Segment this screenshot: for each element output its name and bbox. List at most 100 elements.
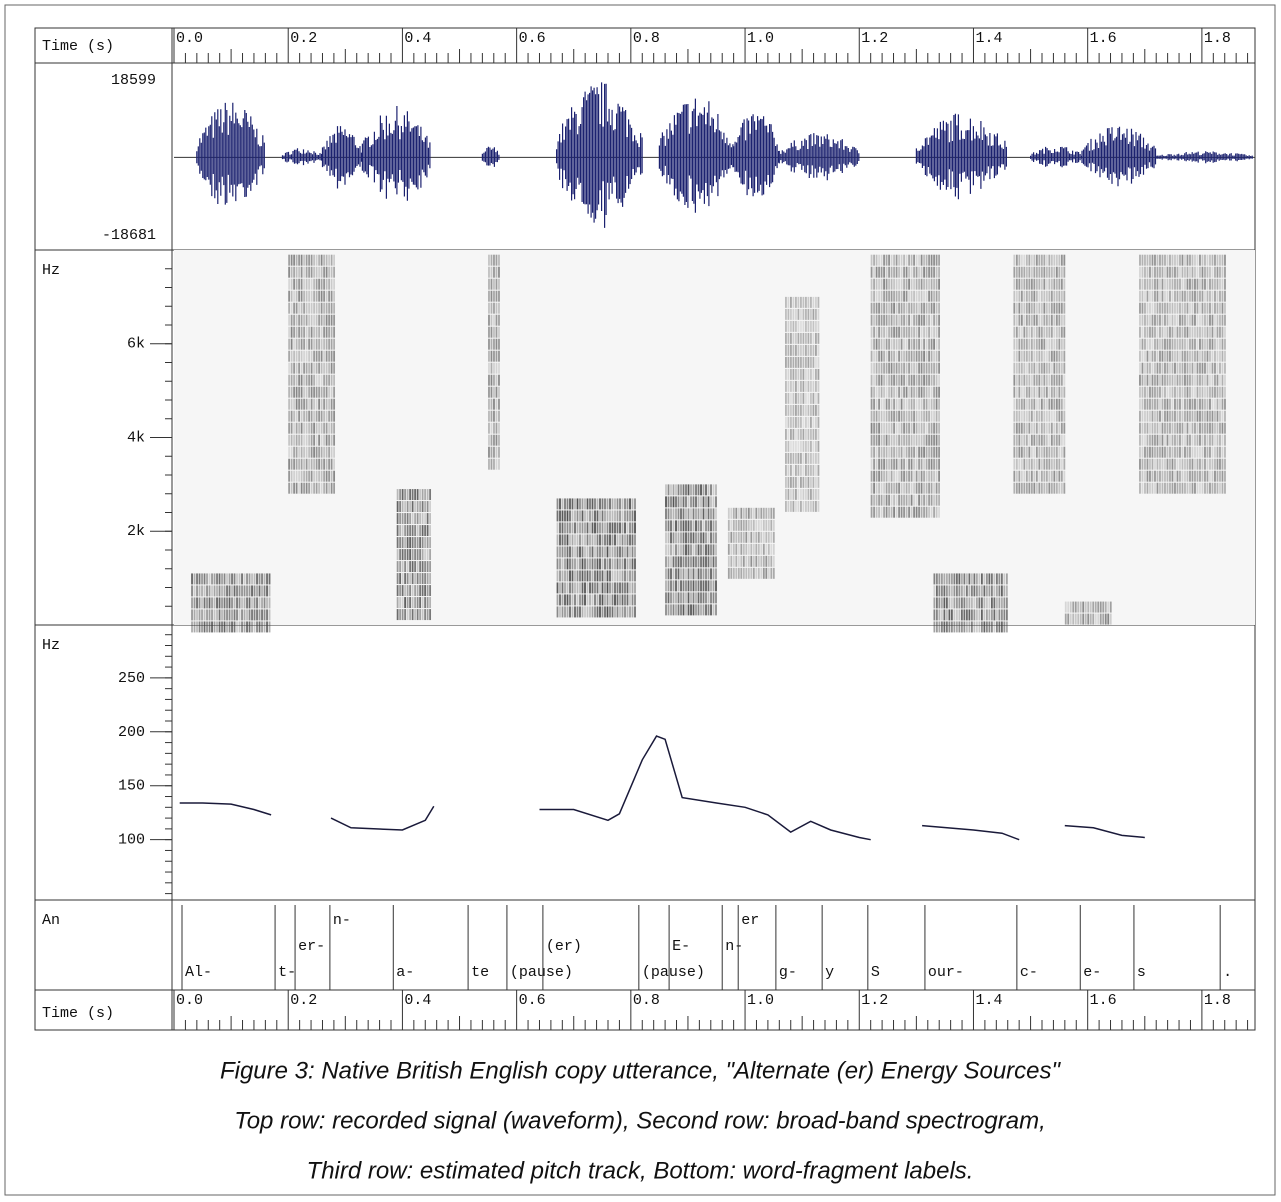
- spectrogram-cell: [308, 303, 310, 314]
- spectrogram-cell: [675, 544, 677, 555]
- spectrogram-cell: [316, 447, 318, 458]
- spectrogram-cell: [1038, 255, 1040, 266]
- spectrogram-cell: [592, 510, 594, 521]
- spectrogram-cell: [231, 597, 233, 608]
- spectrogram-cell: [567, 546, 569, 557]
- spectrogram-cell: [933, 387, 935, 398]
- spectrogram-cell: [1162, 387, 1164, 398]
- spectrogram-cell: [412, 537, 414, 548]
- spectrogram-cell: [1192, 279, 1194, 290]
- spectrogram-cell: [758, 508, 760, 519]
- spectrogram-cell: [1046, 339, 1048, 350]
- spectrogram-cell: [923, 387, 925, 398]
- spectrogram-cell: [296, 315, 298, 326]
- spectrogram-cell: [579, 570, 581, 581]
- spectrogram-cell: [788, 345, 790, 356]
- spectrogram-cell: [301, 471, 303, 482]
- spectrogram-cell: [1157, 267, 1159, 278]
- spectrogram-cell: [903, 483, 905, 494]
- spectrogram-cell: [698, 592, 700, 603]
- spectrogram-cell: [1038, 375, 1040, 386]
- spectrogram-cell: [246, 609, 248, 620]
- spectrogram-cell: [1222, 351, 1224, 362]
- spectrogram-cell: [1077, 602, 1079, 613]
- spectrogram-cell: [1056, 291, 1058, 302]
- spectrogram-cell: [1209, 423, 1211, 434]
- spectrogram-cell: [311, 411, 313, 422]
- spectrogram-cell: [1192, 327, 1194, 338]
- spectrogram-cell: [700, 556, 702, 567]
- spectrogram-cell: [328, 267, 330, 278]
- spectrogram-cell: [758, 532, 760, 543]
- spectrogram-cell: [1031, 315, 1033, 326]
- spectrogram-cell: [1041, 351, 1043, 362]
- spectrogram-cell: [288, 447, 290, 458]
- spectrogram-cell: [896, 495, 898, 506]
- spectrogram-cell: [1058, 315, 1060, 326]
- segment-label: Al-: [185, 964, 212, 981]
- spectrogram-cell: [1219, 399, 1221, 410]
- spectrogram-cell: [918, 279, 920, 290]
- spectrogram-cell: [323, 327, 325, 338]
- spectrogram-cell: [1204, 351, 1206, 362]
- spectrogram-cell: [1058, 483, 1060, 494]
- spectrogram-cell: [1144, 411, 1146, 422]
- spectrogram-cell: [597, 546, 599, 557]
- spectrogram-cell: [936, 597, 938, 608]
- spectrogram-cell: [313, 471, 315, 482]
- spectrogram-cell: [1189, 363, 1191, 374]
- spectrogram-cell: [916, 423, 918, 434]
- spectrogram-cell: [916, 507, 918, 518]
- spectrogram-cell: [785, 369, 787, 380]
- spectrogram-cell: [333, 375, 335, 386]
- spectrogram-cell: [901, 471, 903, 482]
- spectrogram-cell: [328, 387, 330, 398]
- spectrogram-cell: [407, 549, 409, 560]
- spectrogram-cell: [1018, 447, 1020, 458]
- spectrogram-cell: [488, 459, 490, 470]
- spectrogram-cell: [622, 522, 624, 533]
- spectrogram-cell: [903, 255, 905, 266]
- spectrogram-cell: [938, 375, 940, 386]
- spectrogram-cell: [911, 399, 913, 410]
- spectrogram-cell: [1107, 614, 1109, 625]
- spectrogram-cell: [873, 447, 875, 458]
- spectrogram-cell: [269, 609, 271, 620]
- spectrogram-cell: [1058, 459, 1060, 470]
- spectrogram-cell: [493, 399, 495, 410]
- spectrogram-cell: [1182, 387, 1184, 398]
- spectrogram-cell: [898, 315, 900, 326]
- spectrogram-cell: [493, 411, 495, 422]
- spectrogram-cell: [803, 381, 805, 392]
- spectrogram-cell: [301, 375, 303, 386]
- spectrogram-cell: [1162, 303, 1164, 314]
- spectrogram-cell: [916, 339, 918, 350]
- spectrogram-cell: [293, 387, 295, 398]
- spectrogram-cell: [928, 267, 930, 278]
- spectrogram-cell: [241, 597, 243, 608]
- spectrogram-cell: [928, 303, 930, 314]
- spectrogram-cell: [981, 609, 983, 620]
- spectrogram-cell: [1197, 339, 1199, 350]
- spectrogram-cell: [498, 303, 500, 314]
- spectrogram-cell: [898, 363, 900, 374]
- spectrogram-cell: [1199, 447, 1201, 458]
- spectrogram-cell: [1192, 363, 1194, 374]
- spectrogram-cell: [1169, 291, 1171, 302]
- spectrogram-cell: [488, 399, 490, 410]
- spectrogram-cell: [567, 498, 569, 509]
- spectrogram-cell: [308, 423, 310, 434]
- spectrogram-cell: [624, 570, 626, 581]
- spectrogram-cell: [574, 510, 576, 521]
- spectrogram-cell: [412, 585, 414, 596]
- spectrogram-cell: [594, 582, 596, 593]
- spectrogram-cell: [896, 411, 898, 422]
- spectrogram-cell: [1202, 459, 1204, 470]
- spectrogram-cell: [1043, 339, 1045, 350]
- spectrogram-cell: [414, 537, 416, 548]
- spectrogram-cell: [496, 327, 498, 338]
- spectrogram-cell: [1219, 279, 1221, 290]
- spectrogram-cell: [288, 375, 290, 386]
- spectrogram-cell: [1214, 267, 1216, 278]
- spectrogram-cell: [1056, 351, 1058, 362]
